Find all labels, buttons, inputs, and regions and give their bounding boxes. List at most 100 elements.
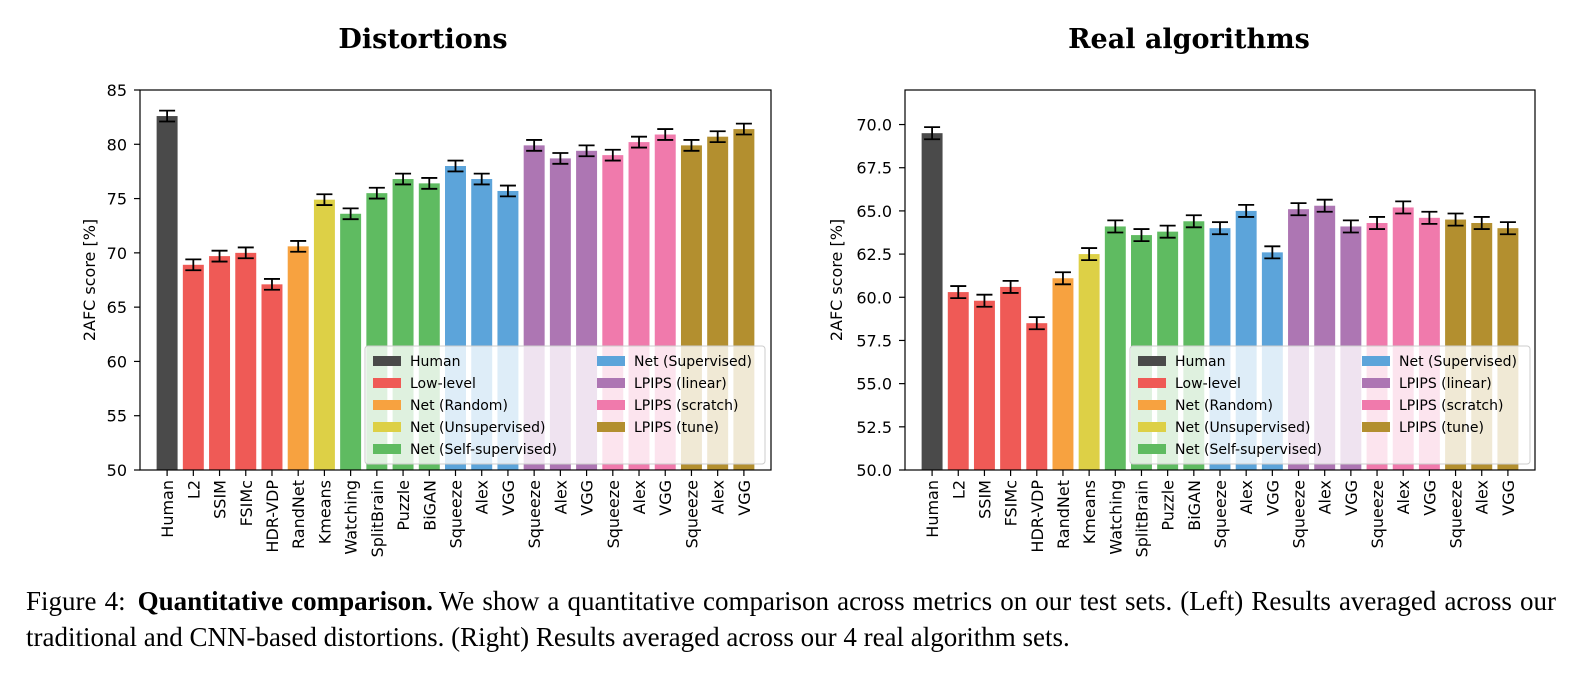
error-bar [1264, 245, 1281, 260]
x-tick-label: SplitBrain [368, 480, 387, 557]
legend-label: Net (Random) [1175, 398, 1273, 414]
error-bar [237, 246, 254, 260]
legend-item: Human [373, 354, 461, 370]
bar [1000, 286, 1022, 470]
legend-label: Net (Random) [410, 398, 508, 414]
x-tick-label: BiGAN [1185, 480, 1204, 531]
x-tick-label: Squeeze [1290, 480, 1309, 548]
bar [261, 284, 283, 470]
bar [340, 213, 362, 470]
legend-label: Net (Self-supervised) [410, 442, 557, 458]
x-tick-label: SplitBrain [1132, 480, 1151, 557]
legend-label: LPIPS (tune) [634, 420, 719, 436]
y-tick-label: 55 [107, 407, 127, 426]
x-tick-label: Human [923, 480, 942, 538]
bar [209, 256, 231, 470]
error-bar [1421, 210, 1438, 225]
error-bar [290, 240, 307, 253]
figure: Distortions Human Low-level Net (Random) Ne… [80, 24, 1536, 557]
error-bar [1499, 221, 1516, 236]
legend-item: Net (Random) [373, 398, 508, 414]
error-bar [683, 139, 700, 152]
x-tick-label: Alex [1473, 480, 1492, 514]
legend-item: LPIPS (scratch) [1362, 398, 1503, 414]
y-tick-label: 60.0 [856, 288, 892, 307]
error-bar [1395, 200, 1412, 215]
error-bar [1342, 219, 1359, 234]
error-bar [1238, 203, 1255, 218]
legend: Human Low-level Net (Random) Net (Unsupervi… [364, 345, 766, 465]
y-tick-label: 65.0 [856, 202, 892, 221]
x-tick-label: VGG [1420, 480, 1439, 516]
legend-item: Net (Self-supervised) [373, 442, 557, 458]
plot-area: Human Low-level Net (Random) Net (Unsupervi… [107, 81, 772, 557]
error-bar [447, 159, 464, 173]
x-tick-label: Alex [1316, 480, 1335, 514]
error-bar [526, 139, 543, 152]
y-tick-label: 80 [107, 135, 127, 154]
legend-label: Net (Supervised) [634, 354, 752, 370]
x-tick-label: FSIMc [1002, 480, 1021, 526]
y-tick-label: 70.0 [856, 116, 892, 135]
bar [182, 264, 204, 470]
legend-item: LPIPS (linear) [1362, 376, 1492, 392]
y-tick-label: 60 [107, 352, 127, 371]
y-tick-label: 70 [107, 244, 127, 263]
bar [156, 116, 178, 470]
error-bar [211, 249, 228, 263]
error-bar [473, 172, 490, 186]
x-tick-label: HDR-VDP [1028, 480, 1047, 553]
x-tick-label: Watching [1106, 480, 1125, 555]
y-tick-label: 75 [107, 190, 127, 209]
bar [1104, 226, 1126, 470]
error-bar [499, 184, 516, 198]
bar [313, 199, 335, 470]
caption-title: Quantitative comparison. [137, 586, 433, 616]
legend-item: Low-level [1138, 376, 1241, 392]
x-tick-label: VGG [1499, 480, 1518, 516]
legend-label: Net (Self-supervised) [1175, 442, 1322, 458]
x-tick-label: L2 [184, 480, 203, 499]
error-bar [1133, 228, 1150, 243]
plot-area: Human Low-level Net (Random) Net (Unsupervi… [856, 89, 1536, 557]
error-bar [735, 122, 752, 136]
legend-item: Low-level [373, 376, 476, 392]
x-tick-label: Puzzle [1159, 480, 1178, 531]
legend-item: LPIPS (scratch) [597, 398, 738, 414]
legend-swatch [1138, 444, 1166, 454]
chart-title: Real algorithms [1068, 24, 1310, 55]
x-tick-label: VGG [1263, 480, 1282, 516]
legend-label: Net (Unsupervised) [410, 420, 545, 436]
x-tick-label: Squeeze [447, 480, 466, 548]
error-bar [1028, 316, 1045, 331]
legend-swatch [373, 378, 401, 388]
x-tick-label: RandNet [1054, 480, 1073, 549]
y-axis-label: 2AFC score [%] [827, 219, 846, 341]
error-bar [1447, 212, 1464, 227]
x-tick-label: Squeeze [1211, 480, 1230, 548]
legend-swatch [1362, 356, 1390, 366]
error-bar [924, 126, 941, 141]
error-bar [1290, 202, 1307, 217]
bar [287, 246, 309, 470]
legend-label: Human [410, 354, 461, 370]
x-tick-label: RandNet [289, 480, 308, 549]
x-tick-label: VGG [735, 480, 754, 516]
legend-label: LPIPS (linear) [1399, 376, 1492, 392]
error-bar [316, 193, 333, 206]
bar [1026, 323, 1048, 470]
error-bar [950, 285, 967, 300]
legend-swatch [597, 400, 625, 410]
x-tick-label: VGG [578, 480, 597, 516]
bar [921, 133, 943, 470]
error-bar [421, 177, 438, 190]
legend-label: LPIPS (tune) [1399, 420, 1484, 436]
error-bar [631, 135, 648, 149]
y-tick-label: 85 [107, 81, 127, 100]
x-tick-label: BiGAN [420, 480, 439, 531]
error-bar [342, 207, 359, 221]
x-tick-label: Human [158, 480, 177, 538]
x-tick-label: VGG [499, 480, 518, 516]
x-tick-label: HDR-VDP [263, 480, 282, 553]
bar [1052, 278, 1074, 470]
